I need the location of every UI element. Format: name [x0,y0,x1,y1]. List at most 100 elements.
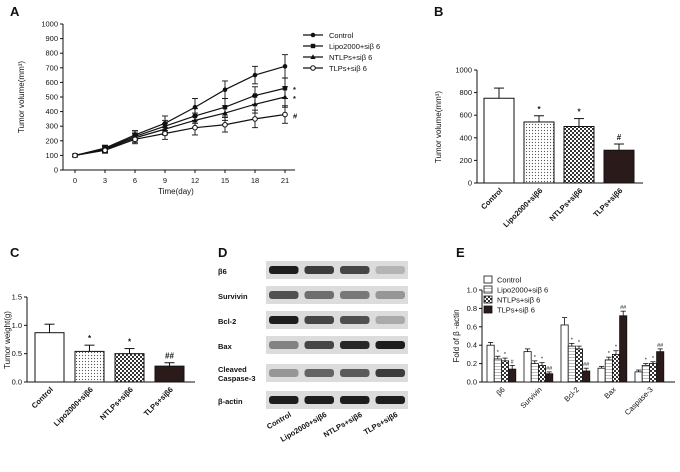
blot-band [375,369,405,377]
y-tick-label: 0.4 [467,341,477,350]
marker-circle [252,72,258,78]
significance-mark: * [293,85,296,94]
bar [545,373,554,383]
bar [34,332,65,383]
x-tick-label: β6 [494,385,506,397]
marker-circle-open [132,136,138,143]
blot-band [269,316,299,324]
series-line [74,87,286,156]
panel-label-a: A [10,4,20,19]
blot-band [375,266,405,274]
blot-band [304,266,334,274]
blot-row-label: β-actin [218,397,243,406]
legend-swatch [483,305,493,314]
significance-mark: * [578,340,581,346]
significance-mark: ## [583,362,590,368]
legend-label: Lipo2000+siβ 6 [497,286,548,295]
panel-label-c: C [10,245,20,260]
grouped-bar-chart-protein-levels: Fold of β -actin 0.0 0.2 0.4 0.6 0.8 1.0 * * # β… [452,275,675,417]
significance-mark: * [497,350,500,356]
marker-triangle [310,54,316,59]
marker-circle-open [192,124,198,131]
bar [575,348,584,383]
blot-row-label: β6 [218,267,227,276]
bar [603,149,635,184]
blot-strip [266,336,408,354]
x-tick-label: 9 [163,176,167,185]
y-tick-label: 200 [459,156,472,165]
blot-strip [266,286,408,304]
significance-mark: ## [165,352,174,361]
blot-strip [266,311,408,329]
legend-label: NTLPs+siβ 6 [497,296,540,305]
x-tick-label: Bax [602,385,618,401]
significance-mark: * [608,351,611,357]
bar [604,359,613,383]
blot-band [304,369,334,377]
blot-row-label: Cleaved [218,365,247,374]
bar [500,360,509,383]
y-tick-label: 0.6 [467,322,477,331]
marker-circle [310,32,316,38]
bar-group-control: Control [30,323,65,410]
bar [114,353,145,383]
marker-circle [222,87,228,92]
bar [656,351,665,383]
significance-mark: ## [657,343,664,349]
x-tick-label: 0 [73,176,77,185]
bar [154,365,185,383]
series-line [74,65,286,156]
y-axis-label: Tumor volume(mm³) [17,61,26,133]
blot-band [269,369,299,377]
bar [523,351,532,383]
marker-circle-open [72,152,78,159]
y-axis-label: Tumor weight(g) [3,311,12,369]
bar-chart-tumor-volume: Tumor volume(mm³) 0 200 400 600 800 1000 Cont… [434,66,643,229]
significance-mark: * [534,355,537,361]
blot-strip [266,261,408,279]
y-tick-label: 1000 [455,66,472,75]
marker-triangle [222,110,228,116]
bar-group-survivin: * *##Survivin [519,348,554,410]
x-tick-label: NTLPs+siβ6 [98,385,135,422]
x-tick-label: Lipo2000+siβ6 [52,385,95,428]
blot-lane-label: Control [265,410,293,431]
bar [538,365,547,383]
x-tick-label: 21 [281,176,289,185]
y-tick-label: 0 [468,179,472,188]
blot-row-bax: Bax [218,336,408,354]
bars: * *#β6* *##Survivin* *##Bcl-2**##Bax* *##Cas… [486,305,665,417]
x-tick-label: 18 [251,176,259,185]
bar [530,363,539,383]
blot-row-survivin: Survivin [218,286,408,304]
bars: Control * Lipo2000+siβ6 * NTLPs+siβ6 ## TLPs+s… [30,323,185,428]
y-tick-label: 800 [45,49,58,58]
significance-mark: * [645,358,648,364]
y-tick-label: 200 [45,136,58,145]
legend-swatch [483,275,493,284]
x-tick-label: TLPs+siβ6 [142,385,175,418]
ticks: 0 100 200 300 400 500 600 700 800 900 1000 0 3 6 9 12 15… [41,20,289,186]
significance-mark: ## [620,305,627,311]
significance-mark: # [293,112,298,121]
x-tick-label: Caspase-3 [623,385,655,417]
y-tick-label: 0.0 [467,378,477,387]
blot-band [340,291,370,299]
significance-mark: * [571,337,574,343]
blot-row-actin: β-actin [218,391,408,409]
significance-mark: * [615,345,618,351]
ticks: 0 200 400 600 800 1000 [455,66,477,188]
bar [612,353,621,383]
significance-mark: * [504,352,507,358]
blot-band [304,316,334,324]
y-tick-label: 400 [45,107,58,116]
blot-band [269,266,299,274]
bar-group-tlps-si-6: ## TLPs+siβ6 [142,352,185,418]
bar [560,324,569,383]
blot-band [340,341,370,349]
significance-mark: # [617,133,622,142]
